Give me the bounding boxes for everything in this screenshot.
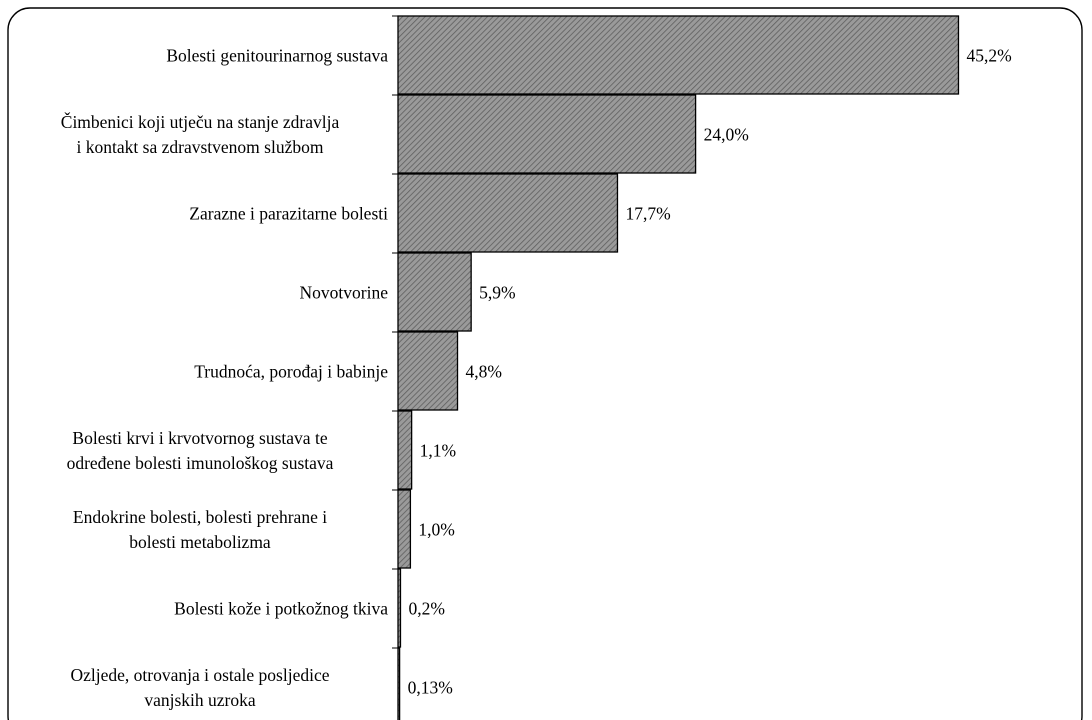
category-label: Bolesti kože i potkožnog tkiva	[174, 599, 388, 619]
category-label: Bolesti genitourinarnog sustava	[166, 46, 388, 66]
category-label: Novotvorine	[300, 283, 389, 303]
bars-layer	[397, 15, 960, 720]
bar-value-label: 0,13%	[408, 678, 453, 698]
bar-value-label: 0,2%	[408, 599, 444, 619]
bar-value-label: 17,7%	[625, 204, 670, 224]
bar	[397, 15, 960, 95]
bar-value-label: 5,9%	[479, 283, 515, 303]
category-label: vanjskih uzroka	[144, 690, 256, 710]
category-label: Endokrine bolesti, bolesti prehrane i	[73, 507, 327, 527]
bar-value-label: 45,2%	[966, 46, 1011, 66]
category-label: Čimbenici koji utječu na stanje zdravlja	[61, 112, 340, 132]
bar	[397, 252, 472, 332]
bar	[397, 489, 412, 569]
bar	[397, 410, 413, 490]
category-label: Trudnoća, porođaj i babinje	[194, 362, 388, 382]
bar-value-label: 4,8%	[466, 362, 502, 382]
bar	[397, 173, 619, 253]
category-label: i kontakt sa zdravstvenom službom	[77, 137, 324, 157]
bar-value-label: 24,0%	[704, 125, 749, 145]
bar	[397, 331, 459, 411]
category-label: Bolesti krvi i krvotvornog sustava te	[72, 428, 327, 448]
category-label: bolesti metabolizma	[129, 532, 271, 552]
category-label: određene bolesti imunološkog sustava	[67, 453, 334, 473]
category-label: Zarazne i parazitarne bolesti	[189, 204, 388, 224]
bar-value-label: 1,0%	[418, 520, 454, 540]
category-label: Ozljede, otrovanja i ostale posljedice	[70, 665, 329, 685]
bar-value-label: 1,1%	[420, 441, 456, 461]
y-axis-ticks	[392, 15, 398, 649]
labels-layer: 45,2% Bolesti genitourinarnog sustava 24,0…	[61, 46, 1012, 711]
bar	[397, 94, 697, 174]
chart-frame	[7, 7, 1083, 720]
